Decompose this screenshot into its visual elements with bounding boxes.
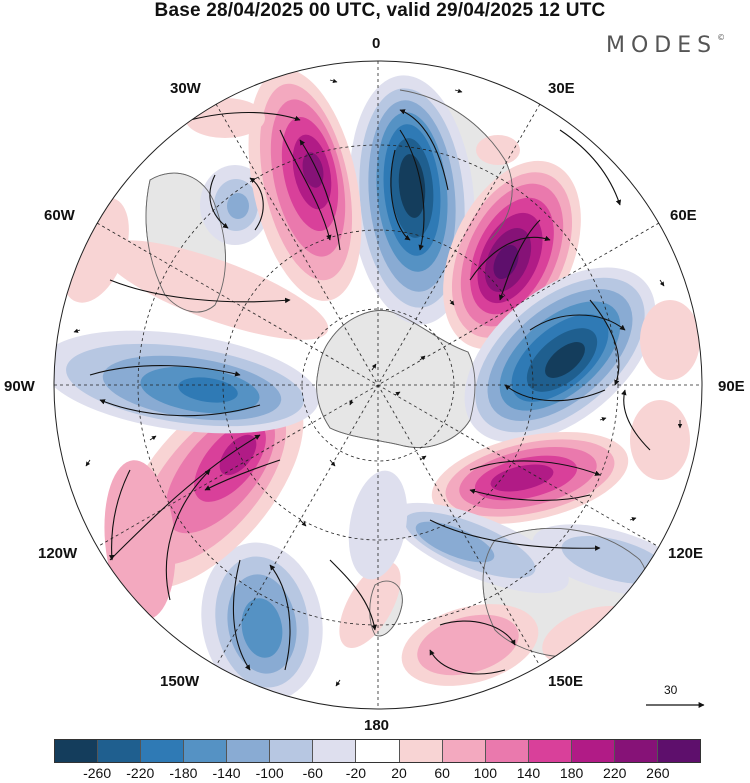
anomaly-field [54, 69, 700, 702]
lon-label-120w: 120W [38, 545, 78, 562]
colorbar-swatch [656, 740, 700, 762]
colorbar-swatch [183, 740, 227, 762]
colorbar-tick-label: 20 [391, 765, 407, 781]
colorbar-swatch [484, 740, 528, 762]
colorbar-swatch [570, 740, 614, 762]
colorbar-swatch [97, 740, 141, 762]
lon-label-150w: 150W [160, 673, 200, 690]
colorbar-tick-label: -20 [345, 765, 367, 781]
colorbar-tick-label: -260 [83, 765, 112, 781]
lon-label-0: 0 [372, 35, 381, 52]
colorbar-tick-label: -180 [169, 765, 198, 781]
colorbar-swatch [441, 740, 485, 762]
colorbar-swatch [527, 740, 571, 762]
colorbar-tick-label: 100 [473, 765, 498, 781]
lon-label-120e: 120E [668, 545, 704, 562]
map-boundary [53, 60, 703, 710]
colorbar-swatch [140, 740, 184, 762]
map-field [54, 61, 702, 709]
logo-copyright-mark: © [717, 32, 726, 42]
reference-vector-label: 30 [664, 683, 678, 697]
colorbar-tick-label: 180 [559, 765, 584, 781]
colorbar-tick-label: -140 [212, 765, 241, 781]
streamlines [89, 109, 651, 675]
colorbar-swatch [398, 740, 442, 762]
colorbar [54, 739, 701, 763]
lon-label-180: 180 [364, 717, 390, 734]
colorbar-tick-label: 260 [646, 765, 670, 781]
lon-label-30w: 30W [170, 80, 201, 97]
colorbar-swatch [55, 740, 98, 762]
lon-label-150e: 150E [548, 673, 584, 690]
colorbar-swatch [613, 740, 657, 762]
logo-text: MODES [606, 33, 718, 58]
map-title: Base 28/04/2025 00 UTC, valid 29/04/2025… [154, 0, 606, 21]
colorbar-tick-label: 140 [516, 765, 541, 781]
colorbar-tick-label: 220 [603, 765, 627, 781]
lon-label-90w: 90W [4, 378, 35, 395]
colorbar-swatch [355, 740, 399, 762]
colorbar-tick-label: -60 [302, 765, 323, 781]
colorbar-tick-label: 60 [434, 765, 450, 781]
colorbar-swatch [226, 740, 270, 762]
colorbar-swatch [269, 740, 313, 762]
lon-label-60w: 60W [44, 207, 75, 224]
colorbar-swatch [312, 740, 356, 762]
modes-logo: MODES© [606, 33, 725, 58]
lon-label-30e: 30E [548, 80, 575, 97]
colorbar-tick-label: -100 [255, 765, 284, 781]
colorbar-tick-label: -220 [126, 765, 155, 781]
wind-vectors [73, 78, 683, 691]
lon-label-60e: 60E [670, 207, 697, 224]
lon-label-90e: 90E [718, 378, 745, 395]
